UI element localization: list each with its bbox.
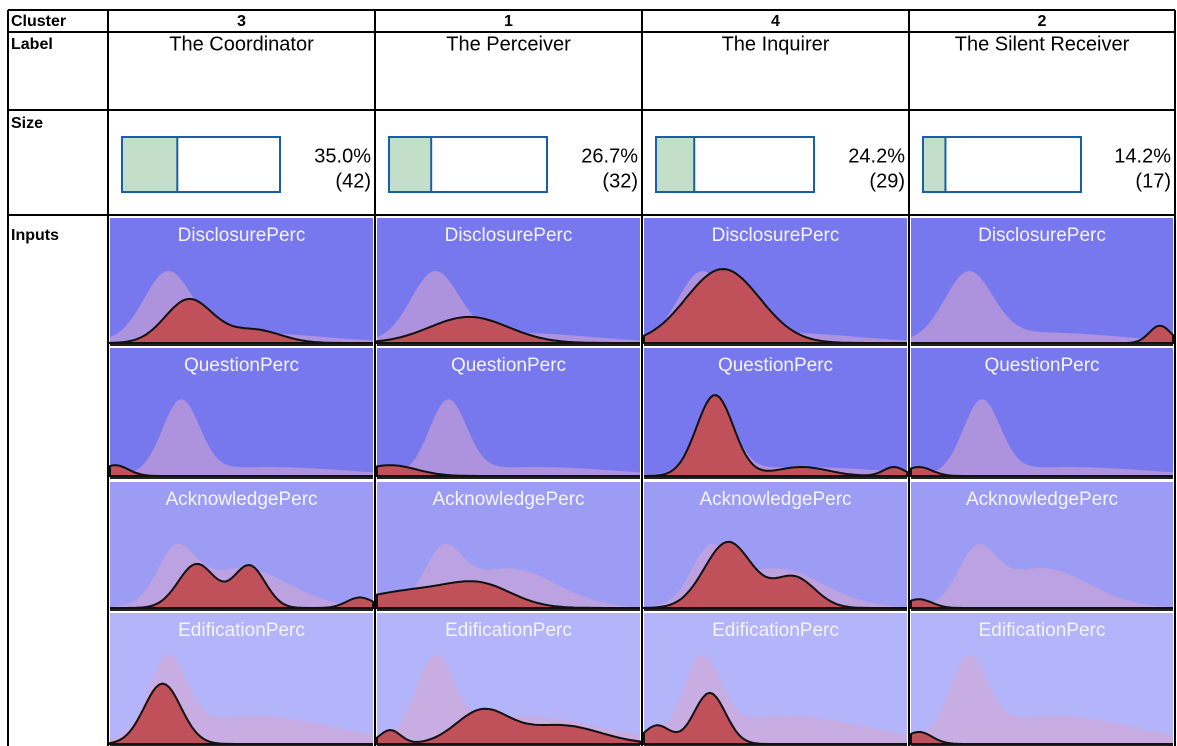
cluster-density (910, 465, 1173, 477)
input-name: AcknowledgePerc (165, 489, 317, 510)
input-name: EdificationPerc (979, 620, 1106, 641)
overall-density (377, 654, 640, 744)
cluster-density (110, 563, 374, 609)
overall-density (911, 399, 1173, 476)
overall-density (377, 399, 640, 476)
size-box (388, 136, 548, 193)
size-count: (29) (869, 170, 905, 192)
cluster-density (643, 268, 907, 344)
size-count: (42) (335, 170, 371, 192)
cluster-density (109, 464, 373, 477)
size-box (655, 136, 815, 193)
cluster-label: The Perceiver (446, 33, 571, 55)
cluster-density (643, 691, 907, 745)
cluster-id: 2 (1038, 13, 1047, 30)
input-name: DisclosurePerc (712, 225, 840, 246)
size-box (922, 136, 1082, 193)
cluster-id: 1 (504, 13, 513, 30)
input-name: QuestionPerc (718, 355, 833, 376)
size-percent: 24.2% (848, 145, 905, 167)
size-fill (388, 136, 433, 193)
input-name: EdificationPerc (445, 620, 572, 641)
input-name: DisclosurePerc (178, 225, 306, 246)
cluster-density (376, 707, 641, 745)
size-percent: 14.2% (1114, 145, 1171, 167)
size-count: (32) (602, 170, 638, 192)
cluster-density (376, 580, 640, 609)
cluster-density (910, 598, 1173, 609)
size-percent: 35.0% (314, 145, 371, 167)
size-count: (17) (1135, 170, 1171, 192)
cluster-density (910, 731, 1173, 745)
input-name: QuestionPerc (184, 355, 299, 376)
overall-density (911, 543, 1173, 608)
overall-density (110, 399, 373, 476)
input-name: QuestionPerc (451, 355, 566, 376)
cluster-label: The Inquirer (722, 33, 830, 55)
row-header: Size (11, 115, 43, 132)
input-name: QuestionPerc (984, 355, 1099, 376)
overall-density (911, 654, 1173, 744)
row-header: Cluster (11, 13, 66, 30)
size-fill (922, 136, 947, 193)
cluster-density (911, 324, 1174, 344)
size-fill (121, 136, 179, 193)
row-header: Inputs (11, 227, 59, 244)
cluster-density (376, 464, 640, 477)
cluster-label: The Silent Receiver (955, 33, 1130, 55)
size-fill (655, 136, 696, 193)
size-box (121, 136, 281, 193)
input-name: AcknowledgePerc (966, 489, 1118, 510)
cluster-id: 3 (237, 13, 246, 30)
grid (7, 9, 1176, 746)
cluster-id: 4 (771, 13, 780, 30)
size-percent: 26.7% (581, 145, 638, 167)
cluster-label: The Coordinator (169, 33, 314, 55)
content: DisclosurePerc DisclosurePerc DisclosurePe… (7, 9, 1176, 746)
input-name: EdificationPerc (712, 620, 839, 641)
input-name: EdificationPerc (178, 620, 305, 641)
input-name: DisclosurePerc (978, 225, 1106, 246)
input-name: AcknowledgePerc (699, 489, 851, 510)
input-name: AcknowledgePerc (432, 489, 584, 510)
input-name: DisclosurePerc (445, 225, 573, 246)
cluster-density (109, 297, 373, 344)
cluster-density (109, 682, 373, 745)
cluster-density (643, 540, 907, 609)
cluster-density (643, 394, 908, 477)
overall-density (911, 271, 1173, 343)
cluster-density (376, 315, 640, 344)
row-header: Label (11, 36, 53, 53)
